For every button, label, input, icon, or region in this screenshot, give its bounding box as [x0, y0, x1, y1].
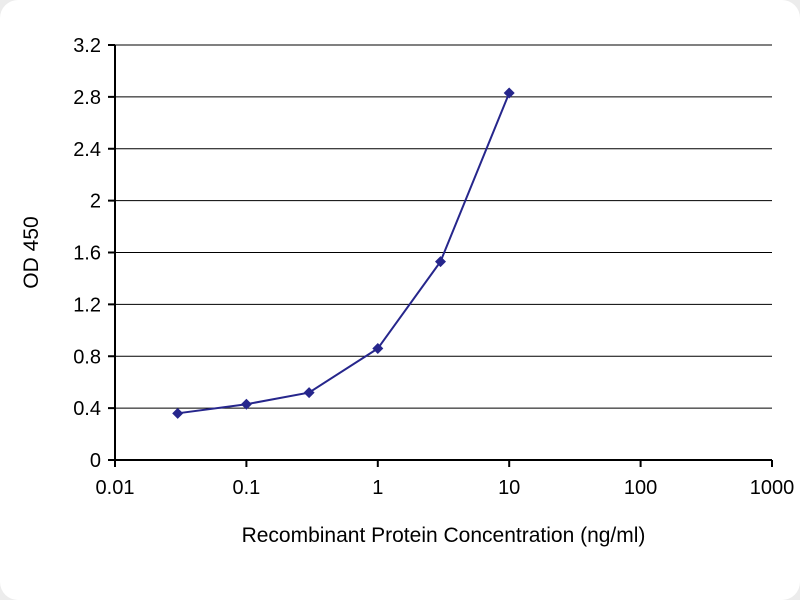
y-tick-label: 2	[90, 191, 101, 213]
y-tick-label: 1.2	[73, 294, 101, 316]
x-tick-label: 0.1	[232, 477, 260, 499]
y-axis-label: OD 450	[20, 216, 43, 288]
y-tick-label: 0.4	[73, 398, 101, 420]
data-point-marker	[303, 387, 315, 399]
y-tick-label: 1.6	[73, 243, 101, 265]
y-tick-label: 2.4	[73, 139, 101, 161]
x-tick-label: 1000	[750, 477, 795, 499]
y-tick-label: 2.8	[73, 87, 101, 109]
data-point-marker	[372, 342, 384, 354]
x-axis-label: Recombinant Protein Concentration (ng/ml…	[242, 524, 646, 547]
data-point-marker	[240, 398, 252, 410]
y-tick-label: 0.8	[73, 346, 101, 368]
data-point-marker	[503, 87, 515, 99]
data-line	[177, 92, 511, 415]
data-point-marker	[172, 407, 184, 419]
data-point-marker	[434, 256, 446, 268]
x-tick-label: 1	[372, 477, 383, 499]
x-tick-label: 100	[624, 477, 657, 499]
x-tick-label: 0.01	[96, 477, 135, 499]
x-tick-label: 10	[498, 477, 520, 499]
y-tick-label: 0	[90, 450, 101, 472]
y-tick-label: 3.2	[73, 35, 101, 57]
